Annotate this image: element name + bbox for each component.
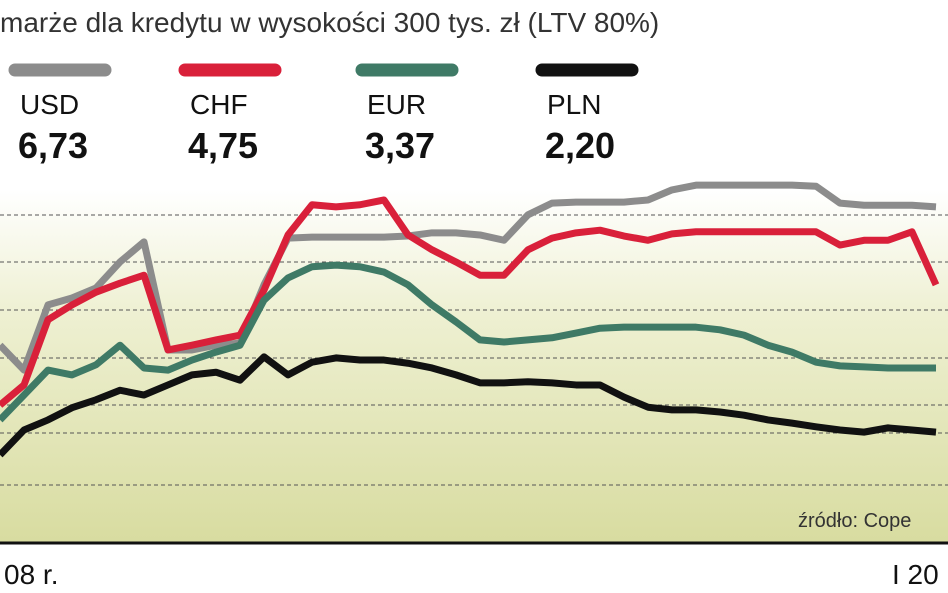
x-tick-label: 08 r. [4,559,58,590]
legend-value: 4,75 [188,125,258,166]
series-line [0,261,936,423]
legend-value: 2,20 [545,125,615,166]
legend-label: CHF [190,89,248,120]
chart-title: marże dla kredytu w wysokości 300 tys. z… [0,7,659,38]
legend-label: USD [20,89,79,120]
legend-label: PLN [547,89,601,120]
series-line [0,181,937,374]
x-tick-label: I 20 [892,559,939,590]
source: źródło: Cope [798,510,911,532]
legend-value: 6,73 [18,125,88,166]
series-line [0,196,940,408]
legend-label: EUR [367,89,426,120]
series-line [0,353,937,458]
legend-value: 3,37 [365,125,435,166]
